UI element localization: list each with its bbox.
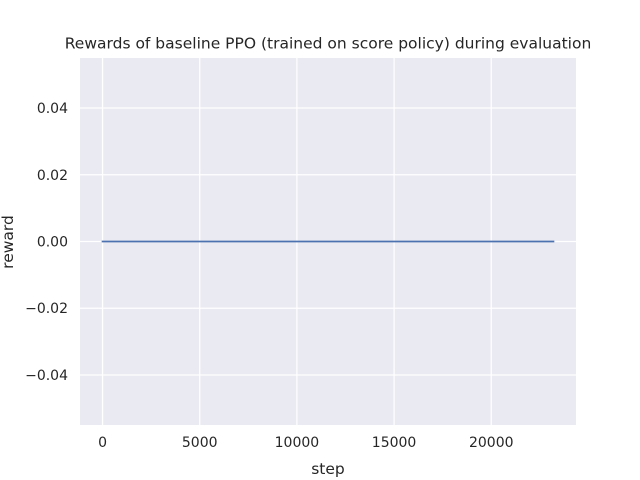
x-tick-label: 10000 xyxy=(275,435,320,451)
y-tick-label: −0.04 xyxy=(25,368,68,384)
y-tick-label: 0.02 xyxy=(37,168,68,184)
y-axis-label: reward xyxy=(0,215,17,269)
y-tick-labels: −0.04 −0.02 0.00 0.02 0.04 xyxy=(25,101,68,384)
x-tick-label: 20000 xyxy=(469,435,514,451)
x-tick-label: 5000 xyxy=(182,435,218,451)
chart-title: Rewards of baseline PPO (trained on scor… xyxy=(65,35,592,53)
y-tick-label: 0.04 xyxy=(37,101,68,117)
y-tick-label: 0.00 xyxy=(37,235,68,251)
x-tick-labels: 0 5000 10000 15000 20000 xyxy=(98,435,513,451)
x-axis-label: step xyxy=(311,460,345,478)
x-tick-label: 15000 xyxy=(372,435,417,451)
x-tick-label: 0 xyxy=(98,435,107,451)
y-tick-label: −0.02 xyxy=(25,301,68,317)
